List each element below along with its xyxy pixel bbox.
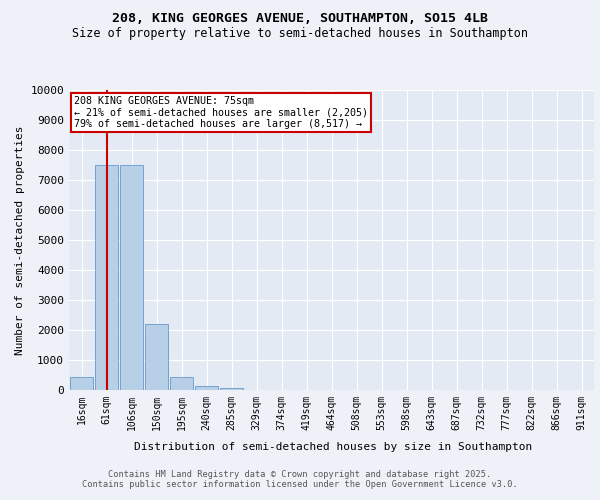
- Bar: [170, 377, 193, 390]
- Text: Size of property relative to semi-detached houses in Southampton: Size of property relative to semi-detach…: [72, 28, 528, 40]
- Bar: [195, 386, 218, 390]
- Text: 208, KING GEORGES AVENUE, SOUTHAMPTON, SO15 4LB: 208, KING GEORGES AVENUE, SOUTHAMPTON, S…: [112, 12, 488, 26]
- Bar: [145, 324, 168, 390]
- Y-axis label: Number of semi-detached properties: Number of semi-detached properties: [15, 125, 25, 355]
- Text: Contains HM Land Registry data © Crown copyright and database right 2025.
Contai: Contains HM Land Registry data © Crown c…: [82, 470, 518, 490]
- Text: Distribution of semi-detached houses by size in Southampton: Distribution of semi-detached houses by …: [134, 442, 532, 452]
- Bar: [70, 377, 93, 390]
- Text: 208 KING GEORGES AVENUE: 75sqm
← 21% of semi-detached houses are smaller (2,205): 208 KING GEORGES AVENUE: 75sqm ← 21% of …: [74, 96, 368, 129]
- Bar: [95, 165, 118, 390]
- Bar: [220, 388, 243, 390]
- Bar: [120, 165, 143, 390]
